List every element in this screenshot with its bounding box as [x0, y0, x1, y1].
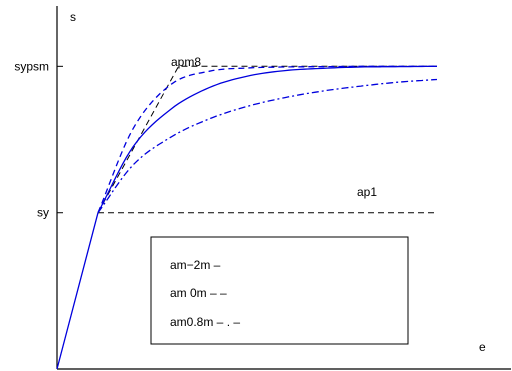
- legend-entry: am0.8m – . –: [170, 315, 240, 329]
- y-tick-label: sy: [37, 206, 49, 220]
- y-axis-label: s: [70, 10, 76, 24]
- y-tick-label: sypsm: [14, 59, 49, 73]
- annotation-ap1: ap1: [357, 185, 377, 199]
- legend: am−2m – am 0m – – am0.8m – . –: [150, 236, 409, 345]
- x-axis-label: e: [479, 340, 486, 354]
- annotation-apm8: apm8: [171, 55, 201, 69]
- series-line-4: [97, 65, 437, 213]
- series-group: [56, 65, 438, 370]
- legend-entry: am 0m – –: [170, 286, 227, 300]
- series-line-6: [97, 78, 438, 214]
- series-line-1: [56, 212, 99, 370]
- series-line-5: [97, 65, 438, 214]
- series-line-3: [97, 65, 437, 213]
- legend-box: [150, 236, 409, 345]
- y-ticks: sy sypsm: [14, 59, 63, 220]
- legend-entry: am−2m –: [170, 258, 221, 272]
